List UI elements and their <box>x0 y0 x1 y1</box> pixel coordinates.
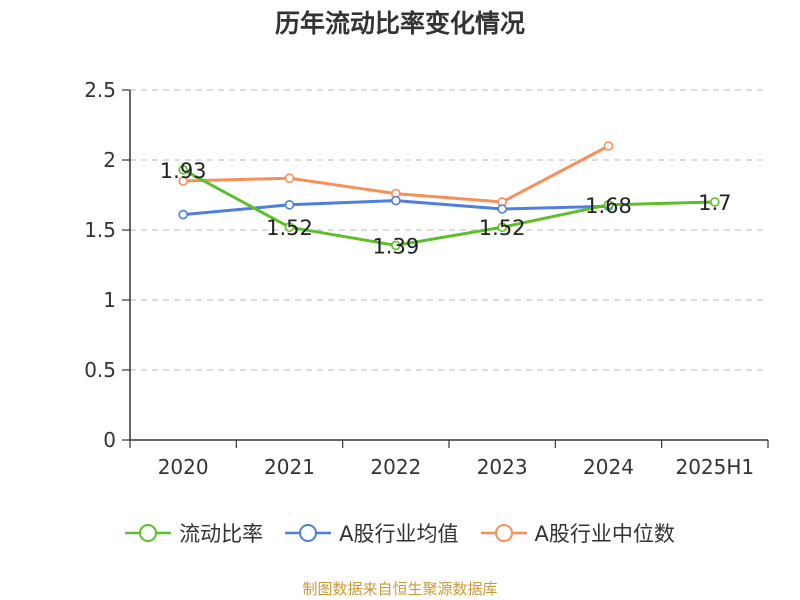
chart-title: 历年流动比率变化情况 <box>274 9 525 38</box>
y-tick-label: 0 <box>103 428 116 452</box>
legend-line-icon <box>285 524 332 542</box>
legend-line-icon <box>480 524 527 542</box>
legend-item-industry-median[interactable]: A股行业中位数 <box>480 518 675 548</box>
data-label: 1.39 <box>372 234 419 258</box>
data-point <box>710 197 720 207</box>
legend-item-industry-mean[interactable]: A股行业均值 <box>285 518 459 548</box>
y-tick-label: 2 <box>103 148 116 172</box>
legend: 流动比率 A股行业均值 A股行业中位数 <box>0 518 800 548</box>
data-point <box>178 165 188 175</box>
x-tick-label: 2023 <box>477 455 528 479</box>
data-labels: 1.93 1.52 1.39 1.52 1.68 1.7 <box>160 159 732 259</box>
legend-label: 流动比率 <box>179 522 264 546</box>
data-point <box>603 141 614 151</box>
y-tick-label: 2.5 <box>84 78 116 102</box>
data-point <box>284 173 295 183</box>
data-label: 1.68 <box>585 194 632 218</box>
data-point <box>284 222 295 232</box>
data-label: 1.93 <box>160 159 207 183</box>
x-tick-label: 2021 <box>264 455 315 479</box>
y-tick-label: 0.5 <box>84 358 116 382</box>
data-point <box>497 222 507 232</box>
data-point <box>178 209 188 220</box>
legend-label: A股行业均值 <box>339 522 459 546</box>
data-point <box>603 200 614 210</box>
y-tick-label: 1 <box>103 288 116 312</box>
data-point <box>284 200 295 210</box>
x-tick-label: 2022 <box>370 455 421 479</box>
x-tick-label: 2024 <box>583 455 634 479</box>
legend-item-current-ratio[interactable]: 流动比率 <box>125 518 263 548</box>
data-point <box>497 204 507 214</box>
grid <box>130 89 768 371</box>
data-point <box>178 176 188 186</box>
y-tick-label: 1.5 <box>84 218 116 242</box>
legend-label: A股行业中位数 <box>534 522 675 546</box>
data-point <box>391 195 401 206</box>
data-label: 1.52 <box>479 216 526 240</box>
series <box>178 141 720 251</box>
x-tick-label: 2020 <box>158 455 209 479</box>
data-point <box>391 240 401 251</box>
source-note: 制图数据来自恒生聚源数据库 <box>302 580 498 598</box>
legend-line-icon <box>125 524 172 542</box>
data-label: 1.52 <box>266 216 313 240</box>
x-tick-label: 2025H1 <box>675 455 754 479</box>
data-label: 1.7 <box>698 191 731 215</box>
series-line <box>182 168 715 247</box>
